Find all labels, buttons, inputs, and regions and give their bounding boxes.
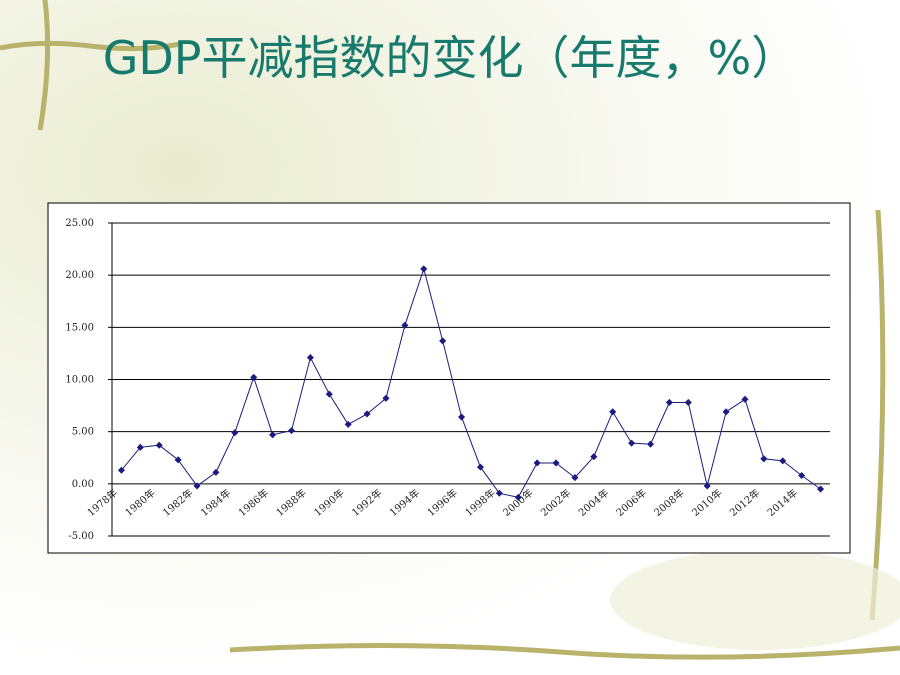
data-point: [117, 466, 125, 474]
data-point: [325, 390, 333, 398]
data-point: [609, 408, 617, 416]
data-point: [514, 493, 522, 501]
data-point: [552, 459, 560, 467]
data-point: [287, 427, 296, 435]
data-point: [533, 459, 541, 467]
chart-title: GDP平减指数的变化（年度，%）: [102, 31, 798, 85]
chart-frame: [47, 202, 851, 554]
y-tick-label: -5.00: [68, 531, 94, 542]
data-point: [646, 440, 655, 448]
y-tick-label: 25.00: [65, 218, 94, 229]
data-point: [401, 321, 409, 329]
data-point: [382, 394, 390, 402]
y-tick-label: 0.00: [72, 479, 94, 490]
y-tick-label: 15.00: [65, 322, 94, 333]
data-point: [193, 482, 201, 490]
data-point: [817, 485, 825, 493]
data-point: [363, 410, 371, 418]
data-point: [250, 373, 258, 381]
data-point: [665, 398, 673, 406]
data-point: [306, 354, 314, 362]
y-tick-label: 20.00: [65, 270, 94, 281]
data-point: [155, 441, 163, 449]
y-tick-label: 5.00: [72, 427, 94, 438]
data-point: [798, 471, 806, 480]
data-point: [590, 453, 598, 461]
data-point: [495, 489, 503, 497]
data-point: [760, 455, 768, 463]
data-point: [174, 456, 182, 464]
data-point: [741, 395, 749, 403]
data-point: [269, 431, 277, 439]
y-tick-label: 10.00: [65, 375, 94, 386]
data-point: [703, 482, 711, 490]
data-point: [476, 463, 484, 471]
data-point: [212, 468, 220, 476]
data-point: [458, 413, 466, 421]
data-point: [779, 457, 787, 465]
data-point: [344, 420, 352, 428]
data-point: [628, 439, 636, 447]
data-point: [439, 337, 447, 345]
data-point: [571, 474, 579, 482]
data-point: [420, 265, 428, 273]
data-point: [136, 443, 144, 451]
data-point: [684, 398, 692, 406]
data-point: [231, 429, 239, 437]
data-point: [722, 408, 730, 416]
data-line: [121, 267, 821, 498]
